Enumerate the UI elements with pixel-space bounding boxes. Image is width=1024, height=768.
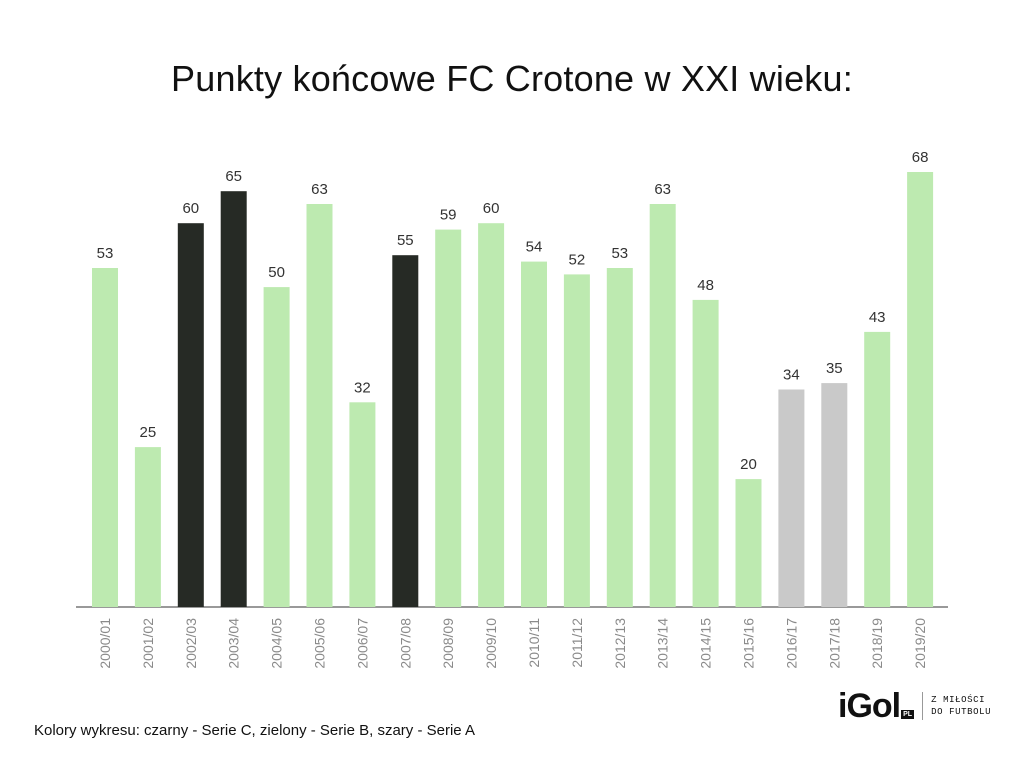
x-tick-label-2016/17: 2016/17: [783, 618, 799, 669]
logo-tagline-line1: Z MIŁOŚCI: [931, 695, 986, 705]
data-label-2018/19: 43: [869, 309, 886, 326]
x-tick-label-2012/13: 2012/13: [612, 618, 628, 669]
bar-2000/01: [92, 268, 118, 607]
x-tick-label-2005/06: 2005/06: [312, 618, 328, 669]
chart-caption: Kolory wykresu: czarny - Serie C, zielon…: [34, 722, 475, 739]
logo-badge: PL: [901, 710, 915, 719]
bar-2018/19: [864, 331, 891, 607]
x-tick-label-2011/12: 2011/12: [569, 618, 585, 668]
x-tick-label-2003/04: 2003/04: [226, 618, 242, 669]
data-label-2005/06: 63: [311, 181, 328, 198]
x-tick-label-2006/07: 2006/07: [354, 618, 370, 669]
x-tick-label-2009/10: 2009/10: [483, 618, 499, 669]
logo-tagline: Z MIŁOŚCI DO FUTBOLU: [931, 694, 991, 718]
x-tick-label-2014/15: 2014/15: [698, 618, 714, 669]
data-label-2019/20: 68: [912, 149, 929, 166]
chart-title: Punkty końcowe FC Crotone w XXI wieku:: [171, 58, 853, 99]
data-label-2013/14: 63: [654, 181, 671, 198]
data-label-2002/03: 60: [182, 200, 199, 217]
x-tick-label-2008/09: 2008/09: [440, 618, 456, 669]
bar-2014/15: [692, 299, 719, 607]
bar-2004/05: [263, 287, 290, 607]
data-label-2006/07: 32: [354, 379, 371, 396]
bar-2010/11: [521, 261, 547, 607]
x-tick-label-2017/18: 2017/18: [826, 618, 842, 669]
data-label-2003/04: 65: [225, 168, 242, 185]
x-tick-label-2010/11: 2010/11: [526, 618, 542, 668]
bar-2008/09: [435, 229, 462, 607]
data-label-2009/10: 60: [483, 200, 500, 217]
data-label-2000/01: 53: [97, 245, 114, 262]
bar-2015/16: [735, 479, 762, 607]
x-tick-label-2001/02: 2001/02: [140, 618, 156, 669]
bar-2016/17: [778, 389, 805, 607]
x-tick-label-2000/01: 2000/01: [97, 618, 113, 669]
data-label-2012/13: 53: [611, 245, 628, 262]
bar-2019/20: [907, 172, 934, 607]
bar-2005/06: [306, 204, 333, 607]
data-label-2004/05: 50: [268, 264, 285, 281]
data-label-2014/15: 48: [697, 277, 714, 294]
bar-2002/03: [177, 223, 204, 607]
x-tick-label-2018/19: 2018/19: [869, 618, 885, 669]
x-tick-label-2013/14: 2013/14: [655, 618, 671, 669]
x-tick-label-2019/20: 2019/20: [912, 618, 928, 669]
bar-2017/18: [821, 383, 848, 607]
data-label-2015/16: 20: [740, 456, 757, 473]
bar-2012/13: [606, 268, 633, 607]
logo-tagline-line2: DO FUTBOLU: [931, 707, 992, 717]
x-tick-label-2015/16: 2015/16: [741, 618, 757, 669]
x-tick-label-2007/08: 2007/08: [397, 618, 413, 669]
bar-2009/10: [478, 223, 505, 607]
bar-2006/07: [349, 402, 376, 607]
logo-divider: [922, 692, 924, 720]
data-label-2008/09: 59: [440, 207, 457, 224]
bar-2001/02: [134, 447, 161, 607]
data-label-2011/12: 52: [569, 251, 586, 268]
logo-wordmark: iGol: [838, 687, 901, 725]
data-label-2007/08: 55: [397, 232, 414, 249]
bar-2007/08: [392, 255, 419, 607]
x-tick-label-2002/03: 2002/03: [183, 618, 199, 669]
bar-chart: 53 2000/01 25 2001/02 60 2002/03 65 2003/04 50 20…: [76, 149, 948, 669]
data-label-2001/02: 25: [140, 424, 157, 441]
data-label-2010/11: 54: [526, 239, 543, 256]
bar-2013/14: [649, 204, 676, 607]
bar-2003/04: [220, 191, 247, 607]
bar-2011/12: [563, 274, 590, 607]
x-tick-label-2004/05: 2004/05: [269, 618, 285, 669]
igol-logo: iGol PL Z MIŁOŚCI DO FUTBOLU: [838, 688, 991, 728]
data-label-2017/18: 35: [826, 360, 843, 377]
data-label-2016/17: 34: [783, 367, 800, 384]
